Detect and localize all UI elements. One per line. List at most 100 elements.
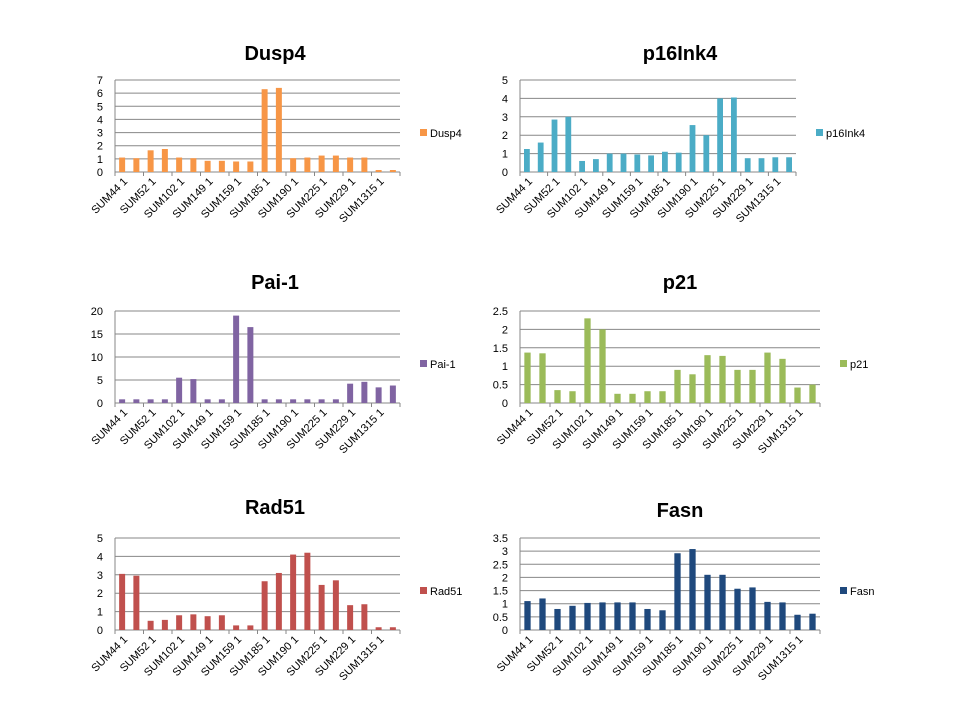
- bar: [161, 619, 168, 630]
- bar: [704, 574, 711, 630]
- y-tick-label: 1.5: [493, 343, 508, 355]
- bar: [634, 154, 641, 172]
- bar: [579, 160, 585, 172]
- bar: [389, 170, 396, 172]
- y-tick-label: 1: [97, 607, 103, 619]
- bar: [809, 613, 816, 630]
- bar: [147, 620, 154, 630]
- chart-title: Dusp4: [244, 43, 306, 65]
- chart-title: Pai-1: [251, 272, 299, 294]
- bar: [659, 610, 666, 630]
- bar: [734, 369, 741, 403]
- bar: [569, 605, 576, 630]
- bar: [551, 119, 558, 172]
- y-tick-label: 0: [502, 398, 508, 410]
- bar: [744, 158, 751, 172]
- bar: [593, 159, 599, 172]
- bar: [218, 160, 225, 172]
- bar: [375, 170, 382, 172]
- legend-label: p16Ink4: [826, 128, 865, 140]
- bar: [554, 608, 561, 630]
- y-tick-label: 0.5: [493, 380, 508, 392]
- bar: [674, 369, 681, 403]
- y-tick-label: 0: [97, 625, 103, 637]
- chart-title: Fasn: [657, 500, 704, 522]
- y-tick-label: 5: [97, 533, 103, 545]
- bar: [648, 155, 654, 172]
- bar: [614, 393, 621, 403]
- bar: [749, 587, 756, 630]
- bar: [361, 604, 368, 630]
- y-tick-label: 4: [97, 551, 103, 563]
- bar: [779, 358, 786, 403]
- y-tick-label: 5: [97, 375, 103, 387]
- y-tick-label: 2.5: [493, 559, 508, 571]
- bar: [290, 158, 297, 172]
- bar: [524, 149, 530, 172]
- bar: [247, 327, 254, 403]
- y-tick-label: 4: [97, 114, 103, 126]
- bar: [347, 157, 354, 172]
- y-tick-label: 1: [502, 599, 508, 611]
- bar: [133, 158, 140, 172]
- bar: [133, 399, 140, 403]
- bar: [659, 391, 666, 403]
- y-tick-label: 1: [502, 149, 508, 161]
- y-tick-label: 1: [502, 361, 508, 373]
- bar: [779, 602, 786, 630]
- bar: [375, 627, 382, 630]
- bar: [704, 355, 711, 403]
- bar: [318, 399, 325, 403]
- y-tick-label: 3.5: [493, 533, 508, 545]
- bar: [332, 580, 339, 630]
- bar: [119, 399, 126, 403]
- bar: [689, 549, 696, 630]
- y-tick-label: 6: [97, 88, 103, 100]
- bar: [584, 602, 591, 630]
- chart-title: Rad51: [245, 497, 305, 519]
- bar: [218, 615, 225, 630]
- bar: [147, 399, 154, 403]
- bar: [247, 625, 254, 630]
- bar: [332, 155, 339, 172]
- bar: [758, 158, 765, 172]
- y-tick-label: 2: [502, 130, 508, 142]
- y-tick-label: 2: [502, 324, 508, 336]
- y-tick-label: 0: [502, 167, 508, 179]
- bar: [662, 151, 668, 172]
- bar: [275, 87, 282, 172]
- bar: [809, 384, 816, 403]
- bar: [304, 157, 311, 172]
- y-tick-label: 2: [97, 588, 103, 600]
- bar: [734, 588, 741, 630]
- legend-swatch: [420, 360, 427, 367]
- y-tick-label: 15: [91, 329, 103, 341]
- bar: [794, 387, 801, 403]
- y-tick-label: 2: [97, 141, 103, 153]
- bar: [204, 160, 211, 172]
- y-tick-label: 0: [97, 398, 103, 410]
- bar: [772, 157, 779, 172]
- bar: [620, 153, 627, 172]
- bar: [689, 374, 696, 403]
- bar: [389, 627, 396, 630]
- y-tick-label: 3: [502, 112, 508, 124]
- bar: [275, 572, 282, 630]
- bar: [233, 161, 240, 172]
- chart-title: p21: [663, 272, 697, 294]
- bar: [233, 315, 240, 403]
- bar: [119, 157, 126, 172]
- bar: [524, 352, 531, 403]
- bar: [133, 575, 140, 630]
- bar: [275, 399, 282, 403]
- bar: [719, 574, 726, 630]
- bar: [204, 616, 211, 630]
- bar: [731, 97, 737, 172]
